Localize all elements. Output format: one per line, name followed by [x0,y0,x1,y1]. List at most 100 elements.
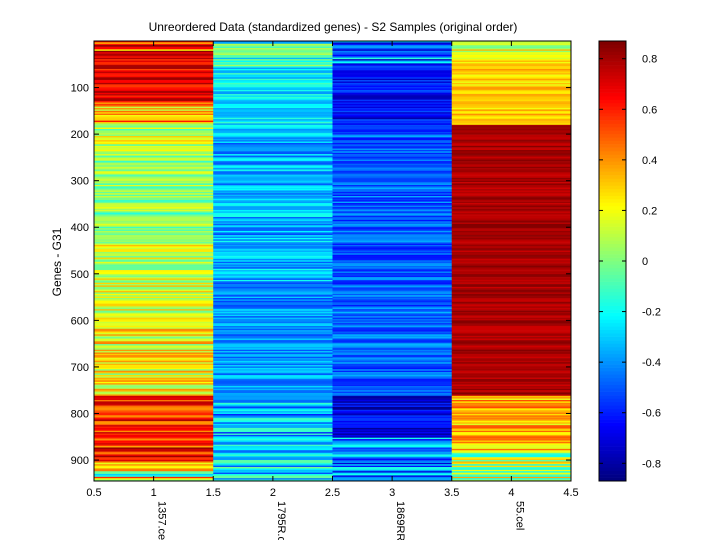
heatmap-cell [332,124,453,127]
colorbar-segment [599,47,626,52]
heatmap-cell [332,423,453,426]
colorbar: -0.8 -0.6 -0.4 -0.2 0 0.2 0.4 0.6 0.8 [598,40,661,482]
colorbar-segment [599,164,626,169]
heatmap-cell [451,316,572,318]
heatmap-cell [94,141,214,144]
heatmap-cell [94,265,214,268]
colorbar-segment [599,357,626,361]
heatmap-cell [332,78,453,81]
colorbar-segment [599,219,626,224]
colorbar-segment [599,388,626,392]
heatmap-cell [451,309,572,311]
heatmap-cell [332,413,453,416]
heatmap-cell [213,229,333,232]
heatmap-cell [451,430,572,433]
heatmap-cell [332,112,453,114]
heatmap-cell [451,394,572,397]
heatmap-cell [332,82,453,85]
heatmap-cell [94,212,214,215]
heatmap-cell [332,108,453,110]
heatmap-cell [332,67,453,70]
heatmap-cell [213,461,333,464]
heatmap-cell [451,261,572,264]
heatmap-cell [332,145,453,148]
heatmap-cell [94,430,214,433]
colorbar-segment [599,384,626,389]
heatmap-cell [451,127,572,130]
heatmap-cell [94,348,214,350]
heatmap-cell [94,74,214,77]
heatmap-cell [213,207,333,209]
heatmap-cell [213,189,333,191]
heatmap-cell [94,394,214,397]
heatmap-cell [213,205,333,208]
heatmap-cell [332,448,453,451]
heatmap-cell [94,230,214,233]
heatmap-cell [332,462,453,465]
heatmap-cell [94,321,214,324]
heatmap-cell [332,271,453,274]
heatmap-cell [213,240,333,243]
heatmap-cell [332,186,453,188]
heatmap-cell [332,337,453,339]
heatmap-cell [332,264,453,267]
heatmap-cell [451,152,572,155]
heatmap-cell [451,372,572,374]
heatmap-cell [451,271,572,274]
heatmap-cell [94,88,214,91]
heatmap-cell [332,197,453,200]
heatmap-cell [213,458,333,461]
heatmap-cell [213,314,333,317]
heatmap-cell [94,447,214,450]
heatmap-cell [451,186,572,188]
x-tick-label: 3 [389,487,395,499]
heatmap-cell [213,457,333,459]
heatmap-cell [94,177,214,180]
heatmap-cell [213,302,333,304]
heatmap-cell [332,363,453,366]
heatmap-cell [332,50,453,53]
heatmap-cell [451,278,572,281]
heatmap-cell [451,258,572,261]
heatmap-cell [332,223,453,226]
heatmap-cell [451,332,572,335]
heatmap-cell [332,376,453,378]
heatmap-cell [94,109,214,112]
heatmap-cell [451,103,572,106]
heatmap-cell [94,145,214,148]
heatmap-cell [332,85,453,88]
heatmap-cell [332,426,453,429]
heatmap-cell [213,281,333,283]
colorbar-segment [599,106,626,111]
heatmap-cell [213,201,333,204]
heatmap-cell [213,112,333,114]
heatmap-cell [332,196,453,198]
heatmap-cell [451,73,572,75]
heatmap-cell [451,242,572,244]
heatmap-cell [451,397,572,399]
heatmap-cell [451,225,572,228]
heatmap-cell [332,200,453,202]
heatmap-cell [94,363,214,366]
heatmap-cell [94,131,214,134]
heatmap-cell [451,422,572,425]
heatmap-cell [451,156,572,159]
heatmap-cell [213,239,333,242]
heatmap-cell [451,106,572,109]
heatmap-cell [332,247,453,250]
heatmap-cell [451,113,572,116]
heatmap-cell [94,380,214,383]
heatmap-cell [213,330,333,332]
colorbar-segment [599,295,626,300]
heatmap-cell [451,212,572,215]
heatmap-cell [332,214,453,216]
heatmap-cell [332,189,453,191]
heatmap-cell [332,49,453,52]
heatmap-cell [451,288,572,290]
colorbar-segment [599,291,626,296]
heatmap-cell [213,418,333,420]
heatmap-cell [213,105,333,107]
heatmap-cell [451,89,572,92]
heatmap-cell [332,356,453,359]
colorbar-segment [599,264,626,269]
